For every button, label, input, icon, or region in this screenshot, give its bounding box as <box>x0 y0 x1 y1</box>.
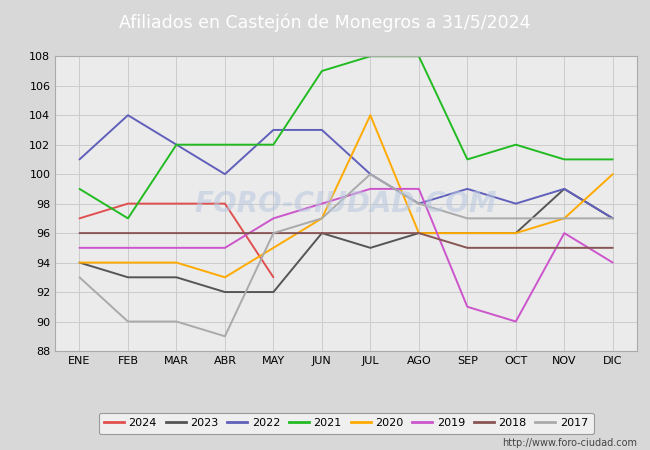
Text: http://www.foro-ciudad.com: http://www.foro-ciudad.com <box>502 438 637 448</box>
Text: FORO-CIUDAD.COM: FORO-CIUDAD.COM <box>195 189 497 218</box>
Text: Afiliados en Castejón de Monegros a 31/5/2024: Afiliados en Castejón de Monegros a 31/5… <box>119 13 531 32</box>
Legend: 2024, 2023, 2022, 2021, 2020, 2019, 2018, 2017: 2024, 2023, 2022, 2021, 2020, 2019, 2018… <box>99 413 593 434</box>
